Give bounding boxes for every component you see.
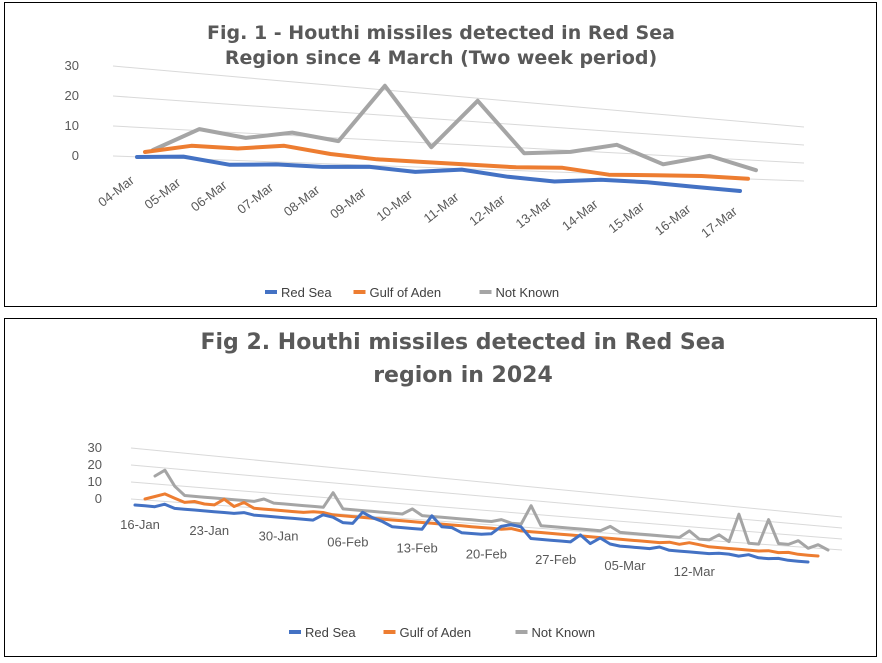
y-tick-label: 20 xyxy=(88,457,102,472)
y-tick-label: 20 xyxy=(65,88,79,103)
x-tick-label: 08-Mar xyxy=(281,182,323,220)
gridline xyxy=(130,464,843,529)
series-line-gulf-of-aden xyxy=(143,143,750,181)
gridline xyxy=(130,498,843,551)
figure-1-chart: Fig. 1 - Houthi missiles detected in Red… xyxy=(65,22,805,300)
x-tick-label: 07-Mar xyxy=(234,179,276,217)
x-tick-label: 15-Mar xyxy=(605,198,647,236)
x-tick-label: 09-Mar xyxy=(327,184,369,222)
y-tick-label: 10 xyxy=(65,118,79,133)
x-tick-label: 30-Jan xyxy=(259,529,299,544)
y-tick-label: 0 xyxy=(72,148,79,163)
legend-label-red-sea: Red Sea xyxy=(281,285,332,300)
chart-title-line-2: region in 2024 xyxy=(373,363,553,388)
x-tick-label: 12-Mar xyxy=(674,564,716,579)
figure-2-chart: Fig 2. Houthi missiles detected in Red S… xyxy=(88,330,843,640)
legend-label-gulf-of-aden: Gulf of Aden xyxy=(370,285,442,300)
series-line-red-sea xyxy=(133,502,810,564)
x-tick-label: 04-Mar xyxy=(95,172,137,210)
x-tick-label: 05-Mar xyxy=(142,175,184,213)
series-line-not-known xyxy=(151,83,758,173)
x-tick-label: 06-Feb xyxy=(327,535,368,550)
x-tick-label: 05-Mar xyxy=(604,558,646,573)
figure-1-panel: Fig. 1 - Houthi missiles detected in Red… xyxy=(4,2,877,307)
chart-title-line-2: Region since 4 March (Two week period) xyxy=(225,47,657,69)
x-tick-label: 14-Mar xyxy=(559,196,601,234)
gridline xyxy=(112,65,805,128)
legend-label-red-sea: Red Sea xyxy=(305,625,356,640)
legend-label-not-known: Not Known xyxy=(532,625,596,640)
series-line-gulf-of-aden xyxy=(143,492,820,558)
x-tick-label: 17-Mar xyxy=(698,203,740,241)
gridline xyxy=(130,447,843,518)
x-tick-label: 10-Mar xyxy=(373,186,415,224)
y-tick-label: 0 xyxy=(95,491,102,506)
x-tick-label: 16-Jan xyxy=(120,517,160,532)
series-line-red-sea xyxy=(135,154,742,193)
x-tick-label: 16-Mar xyxy=(652,201,694,239)
y-tick-label: 30 xyxy=(88,440,102,455)
chart-title-line-1: Fig 2. Houthi missiles detected in Red S… xyxy=(200,330,725,355)
legend-label-gulf-of-aden: Gulf of Aden xyxy=(400,625,472,640)
x-tick-label: 13-Feb xyxy=(397,540,438,555)
y-tick-label: 10 xyxy=(88,474,102,489)
x-tick-label: 12-Mar xyxy=(466,191,508,229)
x-tick-label: 06-Mar xyxy=(188,177,230,215)
legend-label-not-known: Not Known xyxy=(496,285,560,300)
y-tick-label: 30 xyxy=(65,58,79,73)
figure-2-panel: Fig 2. Houthi missiles detected in Red S… xyxy=(4,318,877,657)
series-line-not-known xyxy=(153,468,830,552)
x-tick-label: 20-Feb xyxy=(466,546,507,561)
chart-title-line-1: Fig. 1 - Houthi missiles detected in Red… xyxy=(207,22,675,44)
x-tick-label: 11-Mar xyxy=(421,189,462,226)
x-tick-label: 13-Mar xyxy=(513,194,555,232)
x-tick-label: 23-Jan xyxy=(189,523,229,538)
x-tick-label: 27-Feb xyxy=(535,552,576,567)
gridline xyxy=(112,125,805,164)
gridline xyxy=(130,481,843,540)
